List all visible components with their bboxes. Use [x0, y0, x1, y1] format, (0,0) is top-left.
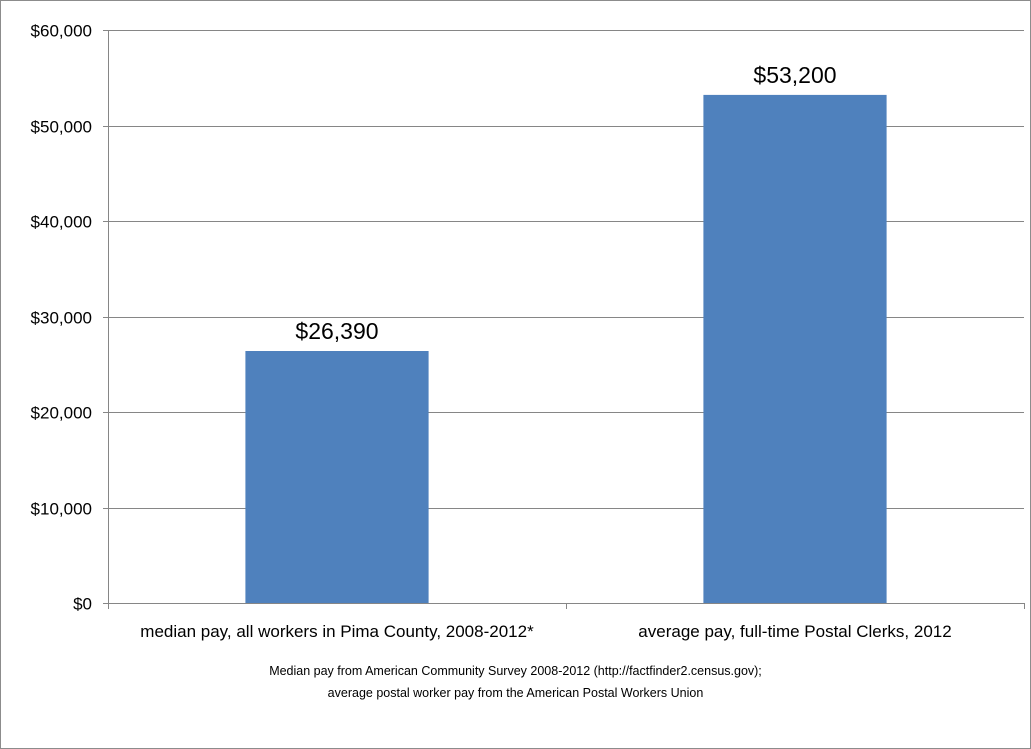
bar: [245, 351, 429, 603]
x-category-label: median pay, all workers in Pima County, …: [140, 622, 534, 641]
labels: $0 $10,000 $20,000 $30,000 $40,000 $50,000 $60…: [31, 22, 952, 642]
source-note-line-2: average postal worker pay from the Ameri…: [327, 686, 704, 700]
y-tick-label: $10,000: [31, 500, 92, 519]
y-tick-label: $40,000: [31, 213, 92, 232]
data-label: $26,390: [295, 318, 378, 344]
y-tick-label: $50,000: [31, 118, 92, 137]
x-category-label: average pay, full-time Postal Clerks, 20…: [638, 622, 951, 641]
axes: [103, 30, 1025, 609]
y-tick-label: $60,000: [31, 22, 92, 41]
y-tick-label: $20,000: [31, 404, 92, 423]
data-label: $53,200: [753, 62, 836, 88]
y-tick-label: $0: [73, 595, 92, 614]
y-tick-label: $30,000: [31, 309, 92, 328]
bar: [703, 94, 887, 604]
source-note-line-1: Median pay from American Community Surve…: [269, 664, 762, 678]
bars: [245, 94, 887, 604]
